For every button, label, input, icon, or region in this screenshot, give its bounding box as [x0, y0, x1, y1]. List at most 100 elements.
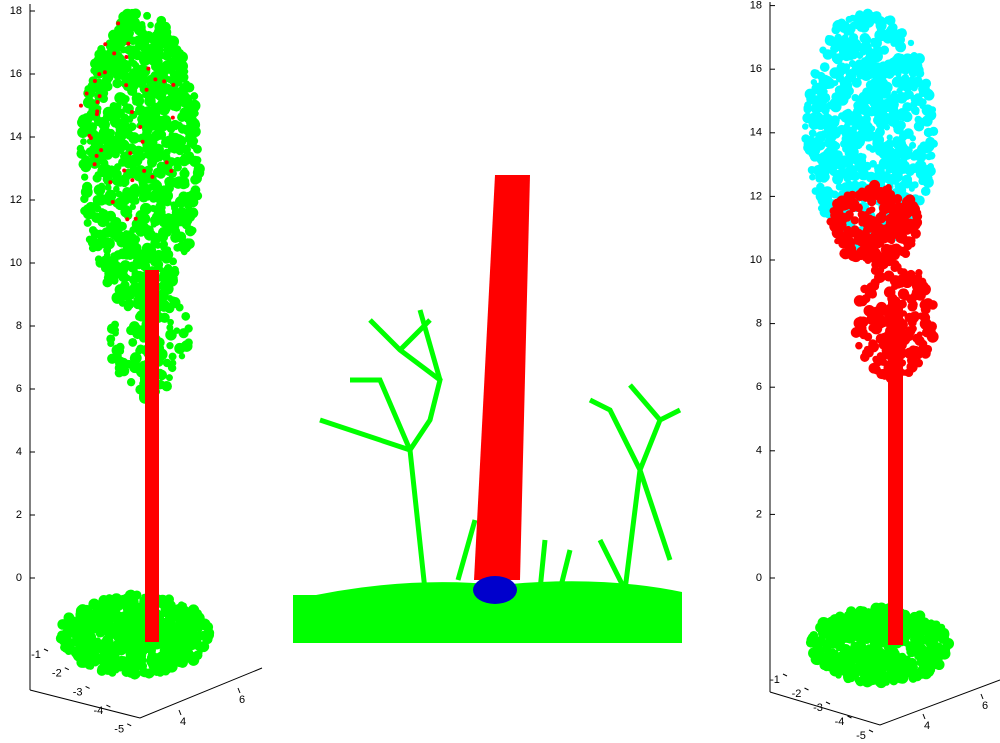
point — [863, 614, 875, 627]
point — [104, 183, 112, 191]
point — [843, 45, 851, 53]
point — [815, 635, 826, 646]
x-tick — [43, 648, 49, 652]
point — [857, 239, 865, 247]
point — [925, 327, 936, 338]
point — [96, 229, 104, 237]
point — [129, 203, 137, 211]
point — [888, 57, 899, 68]
point — [912, 290, 921, 299]
point — [901, 73, 910, 82]
point — [150, 174, 155, 179]
point — [80, 194, 89, 204]
point — [107, 658, 115, 666]
point — [136, 66, 147, 78]
point — [861, 90, 868, 98]
point — [173, 176, 186, 188]
point — [146, 66, 151, 71]
point — [163, 65, 172, 73]
y-tick-label: 4 — [924, 720, 930, 732]
point — [874, 29, 887, 42]
point — [97, 164, 108, 175]
point — [925, 93, 933, 100]
point — [157, 650, 168, 661]
point — [114, 102, 122, 111]
point — [883, 124, 891, 131]
point — [168, 296, 177, 305]
point — [885, 233, 895, 243]
point — [121, 190, 131, 201]
x-tick — [64, 667, 70, 671]
point — [77, 640, 86, 649]
point — [162, 358, 172, 368]
point — [114, 625, 123, 634]
point — [857, 316, 864, 323]
point — [178, 352, 186, 360]
point — [844, 117, 854, 127]
point — [878, 258, 889, 270]
z-tick-label: 16 — [10, 68, 22, 80]
point — [117, 57, 128, 68]
point — [886, 134, 893, 141]
point — [185, 630, 194, 639]
point — [135, 312, 144, 321]
point — [77, 116, 89, 129]
point — [149, 204, 157, 212]
point — [147, 157, 158, 168]
point — [183, 93, 191, 101]
point — [839, 201, 849, 211]
point — [165, 329, 177, 341]
point — [167, 364, 175, 372]
point — [96, 631, 103, 638]
point — [893, 245, 904, 255]
point — [906, 330, 913, 337]
point — [111, 261, 122, 271]
point — [846, 164, 858, 176]
point — [853, 132, 863, 142]
point — [151, 232, 160, 242]
point — [142, 166, 153, 176]
point — [849, 38, 862, 51]
point — [139, 667, 149, 677]
point — [835, 672, 842, 679]
point — [927, 163, 935, 170]
y-tick-label: 4 — [180, 716, 186, 728]
point — [163, 155, 171, 162]
point — [908, 366, 915, 374]
point — [902, 639, 910, 647]
point — [116, 31, 124, 39]
point — [150, 257, 160, 267]
point — [144, 87, 149, 92]
point — [115, 638, 122, 645]
point — [193, 618, 204, 629]
point — [917, 616, 925, 624]
point — [74, 614, 85, 626]
point — [128, 154, 140, 166]
y-tick-label: 6 — [982, 700, 988, 712]
z-tick-label: 4 — [756, 445, 762, 457]
point — [900, 79, 911, 89]
point — [184, 238, 195, 250]
point — [129, 226, 137, 234]
point — [893, 123, 904, 135]
point — [168, 626, 180, 639]
point — [159, 240, 169, 249]
point — [850, 125, 858, 133]
point — [888, 643, 896, 652]
point — [108, 136, 120, 149]
point — [110, 252, 118, 259]
point — [125, 130, 135, 140]
z-tick-label: 2 — [16, 509, 22, 521]
point — [76, 148, 87, 159]
point — [869, 159, 877, 168]
point — [842, 657, 853, 668]
point — [938, 634, 948, 645]
point — [193, 163, 205, 175]
point — [818, 88, 827, 97]
point — [171, 82, 176, 87]
point — [146, 127, 153, 134]
point — [832, 54, 843, 65]
point — [166, 124, 176, 133]
point — [55, 633, 66, 644]
point — [139, 54, 151, 66]
